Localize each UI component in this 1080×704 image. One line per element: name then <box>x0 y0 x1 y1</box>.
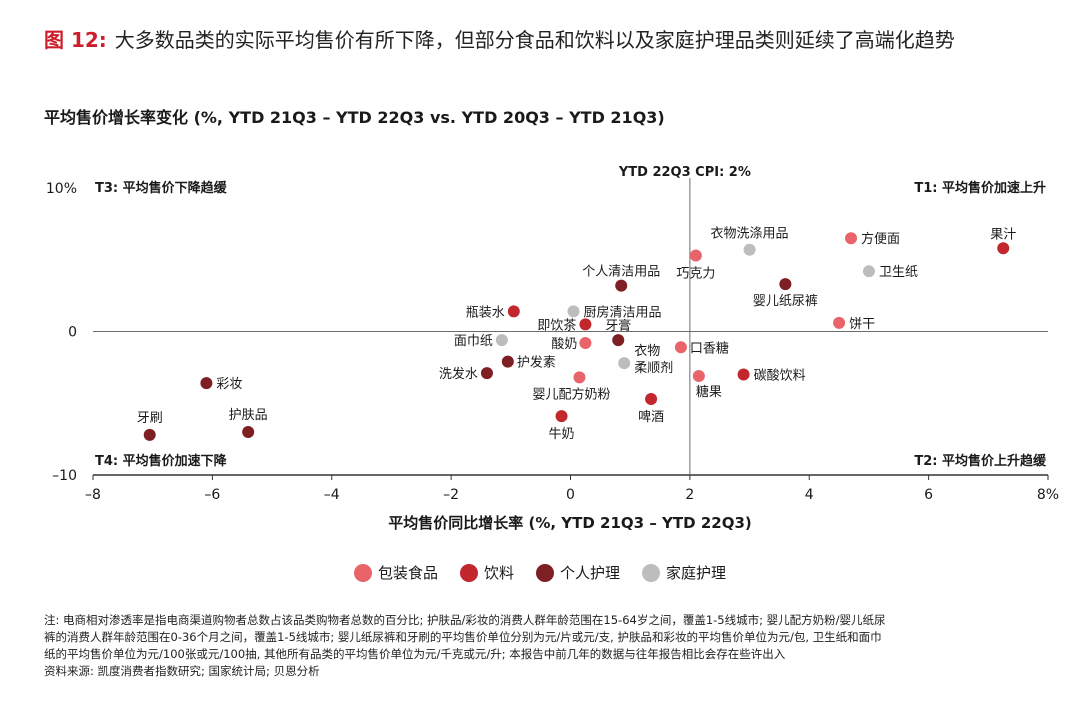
data-label: 瓶装水 <box>466 305 505 320</box>
data-label: 婴儿配方奶粉 <box>532 386 610 402</box>
figure-title-text: 大多数品类的实际平均售价有所下降，但部分食品和饮料以及家庭护理品类则延续了高端化… <box>114 28 955 52</box>
data-point <box>779 278 792 291</box>
data-point <box>200 377 213 390</box>
x-tick-label: 2 <box>685 487 694 503</box>
data-label: 卫生纸 <box>879 265 918 280</box>
data-point <box>501 355 514 368</box>
footnotes: 注: 电商相对渗透率是指电商渠道购物者总数占该品类购物者总数的百分比; 护肤品/… <box>44 612 1054 680</box>
legend-swatch <box>536 563 554 582</box>
data-point <box>507 305 520 318</box>
data-label: 面巾纸 <box>454 334 493 349</box>
data-label: 酸奶 <box>551 337 577 352</box>
x-axis-label: 平均售价同比增长率 (%, YTD 21Q3 – YTD 22Q3) <box>388 514 752 532</box>
legend-label: 包装食品 <box>377 564 438 582</box>
data-point <box>555 410 568 423</box>
x-tick-label: 6 <box>924 487 933 503</box>
x-tick-label: 8% <box>1037 487 1059 503</box>
data-point <box>480 367 493 380</box>
data-point <box>143 428 156 441</box>
legend: 包装食品 饮料 个人护理 家庭护理 <box>0 562 1080 583</box>
data-label: 个人清洁用品 <box>582 265 660 280</box>
data-label: 厨房清洁用品 <box>583 304 661 320</box>
x-tick-label: –4 <box>324 487 340 503</box>
figure-title: 图 12: 大多数品类的实际平均售价有所下降，但部分食品和饮料以及家庭护理品类则延… <box>44 24 955 53</box>
data-point <box>645 392 658 405</box>
legend-item-packaged-food: 包装食品 <box>353 562 438 583</box>
source-line: 资料来源: 凯度消费者指数研究; 国家统计局; 贝恩分析 <box>44 664 320 678</box>
x-tick-label: 0 <box>566 487 575 503</box>
data-point <box>615 279 628 292</box>
data-label: 洗发水 <box>439 366 478 382</box>
data-label: 巧克力 <box>676 266 715 281</box>
data-point <box>579 318 592 331</box>
note-line: 注: 电商相对渗透率是指电商渠道购物者总数占该品类购物者总数的百分比; 护肤品/… <box>44 613 886 627</box>
data-label: 碳酸饮料 <box>754 369 806 384</box>
data-point <box>242 425 255 438</box>
scatter-chart: YTD 22Q3 CPI: 2% –8 –6 –4 –2 0 2 4 6 8% 10% 0 –10 T3… <box>46 165 1059 532</box>
data-label: 果汁 <box>990 227 1016 242</box>
data-point <box>612 334 625 347</box>
chart-title: 平均售价增长率变化 (%, YTD 21Q3 – YTD 22Q3 vs. YT… <box>44 108 665 127</box>
data-point <box>618 357 631 370</box>
quadrant-t1-label: T1: 平均售价加速上升 <box>914 180 1046 196</box>
y-tick-label: 10% <box>46 181 77 197</box>
data-label: 即饮茶 <box>537 317 576 333</box>
data-label: 衣物洗涤用品 <box>711 226 789 242</box>
legend-item-beverages: 饮料 <box>459 562 514 583</box>
data-label: 饼干 <box>849 317 875 332</box>
cpi-label: YTD 22Q3 CPI: 2% <box>618 165 751 180</box>
data-point <box>573 371 586 384</box>
quadrant-t4-label: T4: 平均售价加速下降 <box>95 453 228 469</box>
data-label: 婴儿纸尿裤 <box>753 294 818 309</box>
data-label: 牙刷 <box>137 411 163 426</box>
quadrant-t2-label: T2: 平均售价上升趋缓 <box>914 453 1047 469</box>
data-point <box>833 316 846 329</box>
legend-item-personal-care: 个人护理 <box>536 562 620 583</box>
data-point <box>997 242 1010 255</box>
data-point <box>692 369 705 382</box>
data-points <box>143 232 1010 441</box>
x-tick-label: –8 <box>85 487 101 503</box>
data-point <box>579 336 592 349</box>
data-point <box>689 249 702 262</box>
data-point <box>862 265 875 278</box>
quadrant-t3-label: T3: 平均售价下降趋缓 <box>95 180 228 196</box>
y-tick-label: –10 <box>52 468 77 484</box>
legend-swatch <box>459 563 478 582</box>
legend-label: 家庭护理 <box>666 564 727 582</box>
data-point <box>495 334 508 347</box>
data-point <box>845 232 858 245</box>
data-label: 啤酒 <box>638 410 664 425</box>
data-label: 衣物柔顺剂 <box>634 343 673 376</box>
figure-label: 图 12: <box>44 28 107 52</box>
data-point <box>737 368 750 381</box>
x-tick-label: –2 <box>443 487 459 503</box>
y-tick-label: 0 <box>68 325 77 341</box>
legend-label: 饮料 <box>483 564 514 582</box>
data-label: 彩妆 <box>216 377 242 392</box>
data-label: 方便面 <box>861 231 900 247</box>
note-line: 纸的平均售价单位为元/100张或元/100抽, 其他所有品类的平均售价单位为元/… <box>44 647 786 661</box>
quadrant-labels: T3: 平均售价下降趋缓 T1: 平均售价加速上升 T4: 平均售价加速下降 T2: … <box>95 180 1047 469</box>
legend-label: 个人护理 <box>560 564 621 582</box>
legend-item-home-care: 家庭护理 <box>642 562 726 583</box>
x-tick-label: 4 <box>805 487 814 503</box>
x-tick-label: –6 <box>204 487 220 503</box>
axes-layer: YTD 22Q3 CPI: 2% –8 –6 –4 –2 0 2 4 6 8% 10% 0 –10 <box>46 165 1059 503</box>
data-label: 糖果 <box>696 384 722 400</box>
data-label: 护发素 <box>517 355 556 371</box>
data-label: 牙膏 <box>605 318 631 334</box>
legend-swatch <box>642 563 661 582</box>
note-line: 裤的消费人群年龄范围在0-36个月之间，覆盖1-5线城市; 婴儿纸尿裤和牙刷的平… <box>44 630 882 644</box>
data-point <box>674 341 687 354</box>
data-label: 护肤品 <box>229 408 268 423</box>
data-label: 牛奶 <box>549 427 575 442</box>
data-point <box>567 305 580 318</box>
data-point <box>743 243 756 256</box>
data-label: 口香糖 <box>690 340 729 356</box>
legend-swatch <box>353 563 372 582</box>
